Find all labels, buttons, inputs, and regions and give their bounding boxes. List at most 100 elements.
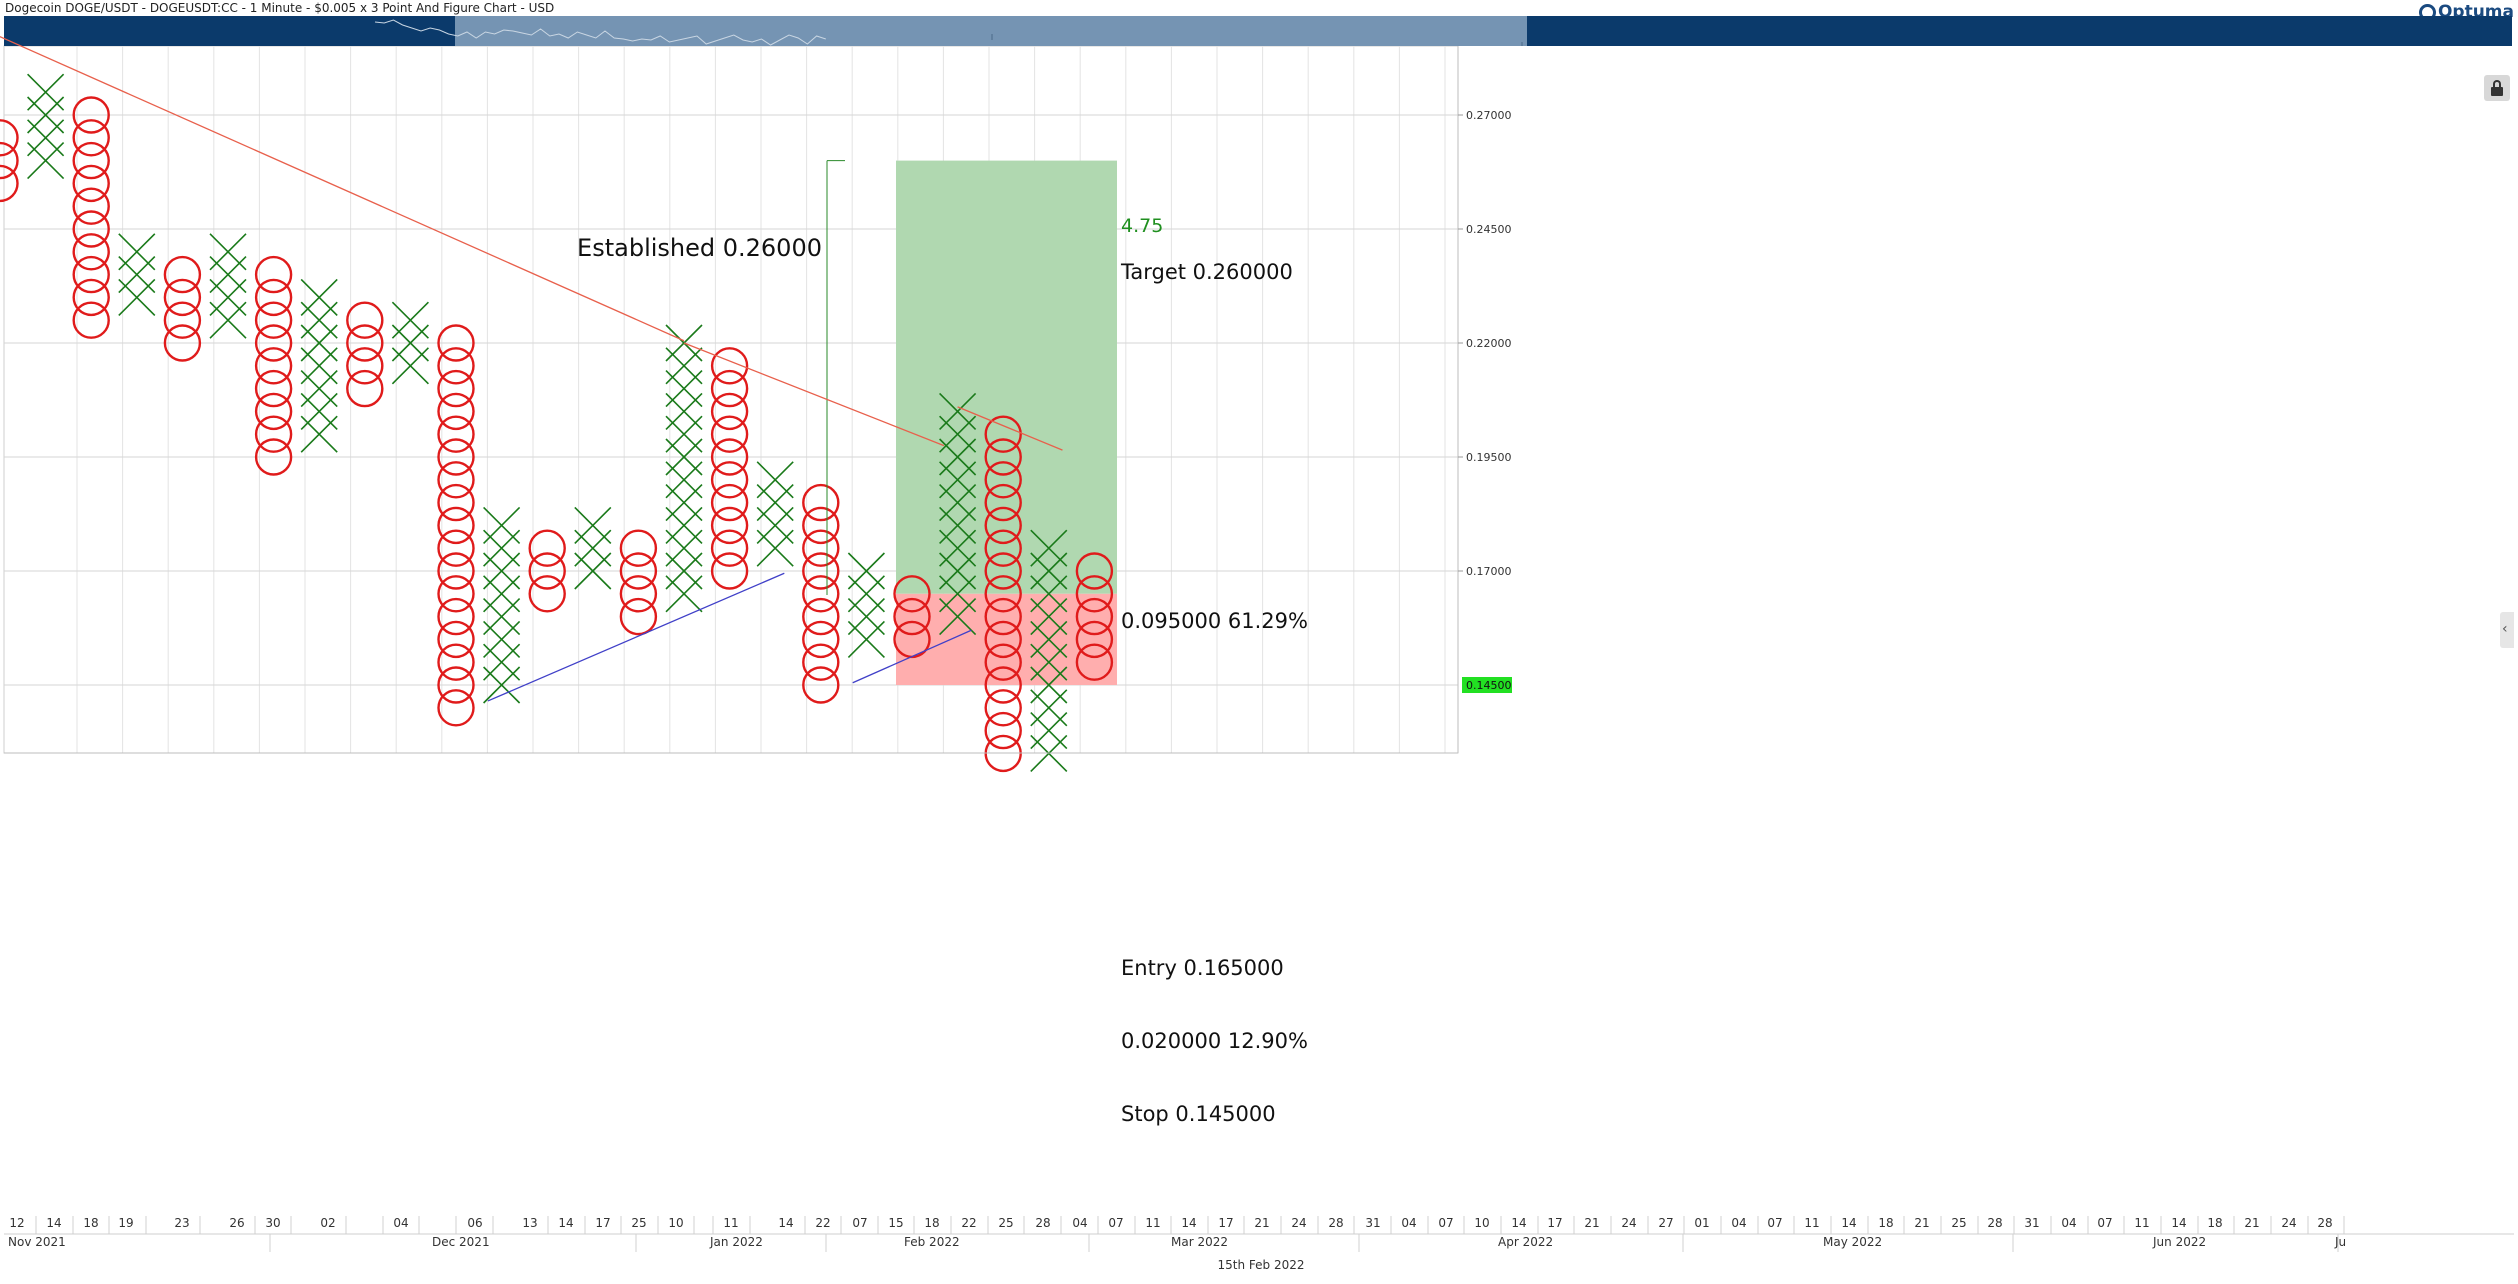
day-tick-label: 28 bbox=[1987, 1216, 2002, 1230]
x-stroke bbox=[1030, 620, 1068, 658]
o-mark bbox=[0, 141, 19, 180]
day-tick-label: 19 bbox=[118, 1216, 133, 1230]
o-mark bbox=[72, 96, 110, 134]
o-mark bbox=[254, 347, 293, 385]
x-stroke bbox=[483, 620, 521, 658]
time-navigator[interactable] bbox=[4, 16, 2512, 46]
o-mark bbox=[1075, 597, 1114, 636]
x-stroke bbox=[27, 142, 65, 180]
month-label: May 2022 bbox=[1823, 1235, 1882, 1249]
cursor-date-label: 15th Feb 2022 bbox=[1218, 1258, 1305, 1272]
x-stroke bbox=[118, 278, 156, 316]
x-stroke bbox=[939, 506, 977, 544]
o-mark bbox=[346, 301, 384, 339]
o-mark bbox=[72, 255, 110, 294]
day-tick-label: 31 bbox=[2024, 1216, 2039, 1230]
o-mark bbox=[984, 552, 1022, 590]
day-tick-label: 04 bbox=[393, 1216, 408, 1230]
o-mark bbox=[254, 415, 293, 453]
chevron-left-icon: ‹ bbox=[2502, 621, 2508, 637]
stop-label: Stop 0.145000 bbox=[1121, 1102, 1276, 1126]
lock-icon[interactable] bbox=[2484, 75, 2510, 101]
x-mark bbox=[300, 324, 338, 362]
o-mark bbox=[619, 552, 658, 590]
x-stroke bbox=[574, 552, 612, 590]
day-tick-label: 06 bbox=[467, 1216, 482, 1230]
day-tick-label: 14 bbox=[558, 1216, 573, 1230]
x-stroke bbox=[209, 278, 247, 316]
o-mark bbox=[163, 255, 202, 294]
x-mark bbox=[27, 96, 65, 134]
x-mark bbox=[665, 461, 703, 499]
x-mark bbox=[665, 552, 703, 590]
x-stroke bbox=[391, 301, 429, 339]
target-zone bbox=[896, 160, 1117, 594]
day-tick-label: 07 bbox=[852, 1216, 867, 1230]
x-stroke bbox=[939, 529, 977, 567]
o-mark bbox=[437, 643, 475, 681]
month-label: Ju bbox=[2334, 1235, 2346, 1249]
o-mark bbox=[710, 415, 749, 453]
o-mark bbox=[254, 369, 293, 408]
x-mark bbox=[300, 370, 338, 408]
red-trendline bbox=[683, 342, 945, 447]
o-mark bbox=[437, 597, 475, 636]
day-tick-label: 31 bbox=[1365, 1216, 1380, 1230]
month-label: Jan 2022 bbox=[709, 1235, 763, 1249]
o-mark bbox=[72, 141, 110, 180]
day-tick-label: 24 bbox=[1621, 1216, 1636, 1230]
x-stroke bbox=[118, 256, 156, 294]
day-tick-label: 17 bbox=[1218, 1216, 1233, 1230]
x-mark bbox=[847, 598, 885, 636]
trade-zones bbox=[896, 160, 1117, 685]
day-tick-label: 10 bbox=[1474, 1216, 1489, 1230]
day-tick-label: 23 bbox=[174, 1216, 189, 1230]
x-mark bbox=[300, 301, 338, 339]
blue-trendline bbox=[487, 572, 785, 702]
month-label: Mar 2022 bbox=[1171, 1235, 1228, 1249]
x-mark bbox=[847, 575, 885, 613]
o-mark bbox=[802, 643, 840, 681]
o-mark bbox=[984, 529, 1022, 567]
collapse-panel-button[interactable]: ‹ bbox=[2500, 612, 2514, 648]
o-mark bbox=[72, 164, 110, 203]
x-stroke bbox=[939, 484, 977, 522]
o-mark bbox=[72, 233, 110, 271]
day-tick-label: 12 bbox=[9, 1216, 24, 1230]
blue-trendline bbox=[852, 629, 972, 684]
o-mark bbox=[1075, 643, 1114, 681]
x-mark bbox=[665, 370, 703, 408]
x-mark bbox=[665, 347, 703, 385]
x-mark bbox=[27, 142, 65, 180]
o-mark bbox=[346, 324, 384, 362]
x-mark bbox=[1030, 598, 1068, 636]
o-mark bbox=[710, 529, 749, 567]
month-label: Jun 2022 bbox=[2152, 1235, 2206, 1249]
o-mark bbox=[528, 575, 566, 613]
o-mark bbox=[163, 324, 202, 362]
o-mark bbox=[72, 119, 110, 157]
entry-label: Entry 0.165000 bbox=[1121, 956, 1284, 980]
day-tick-label: 04 bbox=[1072, 1216, 1087, 1230]
x-mark bbox=[939, 598, 977, 636]
o-mark bbox=[984, 597, 1022, 636]
x-stroke bbox=[574, 506, 612, 544]
price-tick-label: 0.19500 bbox=[1466, 451, 1512, 464]
day-tick-label: 18 bbox=[924, 1216, 939, 1230]
month-label: Feb 2022 bbox=[904, 1235, 960, 1249]
day-tick-label: 11 bbox=[723, 1216, 738, 1230]
x-stroke bbox=[939, 575, 977, 613]
o-mark bbox=[346, 369, 384, 408]
o-mark bbox=[437, 415, 475, 453]
x-stroke bbox=[756, 484, 794, 522]
x-stroke bbox=[665, 529, 703, 567]
x-stroke bbox=[209, 301, 247, 339]
x-stroke bbox=[1030, 666, 1068, 704]
x-mark bbox=[756, 506, 794, 544]
day-tick-label: 24 bbox=[2281, 1216, 2296, 1230]
day-tick-label: 28 bbox=[1328, 1216, 1343, 1230]
x-mark bbox=[483, 529, 521, 567]
x-mark bbox=[483, 598, 521, 636]
x-mark bbox=[483, 506, 521, 544]
